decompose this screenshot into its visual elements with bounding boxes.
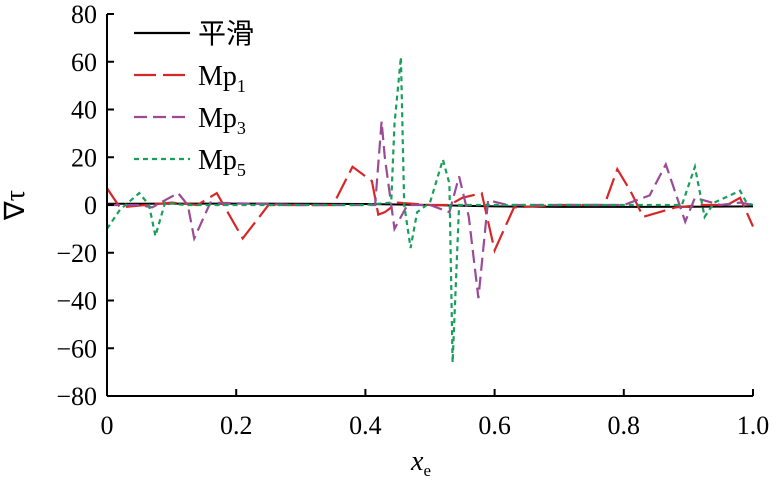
series-line-mp5 <box>106 56 754 363</box>
legend-label: Mp1 <box>198 61 246 96</box>
legend-label-sub: 5 <box>237 160 246 180</box>
legend-label: 平滑 <box>198 19 254 50</box>
series-line-mp1 <box>106 165 755 254</box>
y-tick-label: −60 <box>56 334 97 363</box>
y-tick-label: −80 <box>56 382 97 411</box>
y-ticks: 80 60 40 20 0 −20 −40 −60 −80 <box>56 0 114 411</box>
x-tick-label: 0.8 <box>608 411 641 440</box>
legend-label-sub: 1 <box>237 76 246 96</box>
y-tick-label: 60 <box>71 48 97 77</box>
x-axis-label: xe <box>410 446 431 480</box>
legend-label-main: Mp <box>198 61 237 92</box>
y-axis-label: ∇τ <box>0 190 31 221</box>
y-tick-label: 80 <box>71 0 97 29</box>
x-axis-label-main: x <box>410 446 424 477</box>
y-tick-label: −20 <box>56 239 97 268</box>
x-tick-label: 1.0 <box>737 411 770 440</box>
legend-label-main: Mp <box>198 103 237 134</box>
y-tick-label: −40 <box>56 287 97 316</box>
x-tick-label: 0.6 <box>478 411 511 440</box>
y-tick-label: 0 <box>84 191 97 220</box>
series-layer <box>106 56 755 363</box>
legend-label: Mp5 <box>198 145 246 180</box>
y-tick-label: 20 <box>71 143 97 172</box>
series-line-mp3 <box>107 121 754 299</box>
y-tick-label: 40 <box>71 96 97 125</box>
x-tick-label: 0.4 <box>349 411 382 440</box>
legend-label-sub: 3 <box>237 118 246 138</box>
x-axis-label-sub: e <box>423 461 431 480</box>
x-ticks: 0 0.2 0.4 0.6 0.8 1.0 <box>101 389 770 440</box>
x-tick-label: 0 <box>101 411 114 440</box>
legend-label-main: 平滑 <box>198 19 254 50</box>
x-tick-label: 0.2 <box>220 411 253 440</box>
legend-label: Mp3 <box>198 103 246 138</box>
legend-label-main: Mp <box>198 145 237 176</box>
